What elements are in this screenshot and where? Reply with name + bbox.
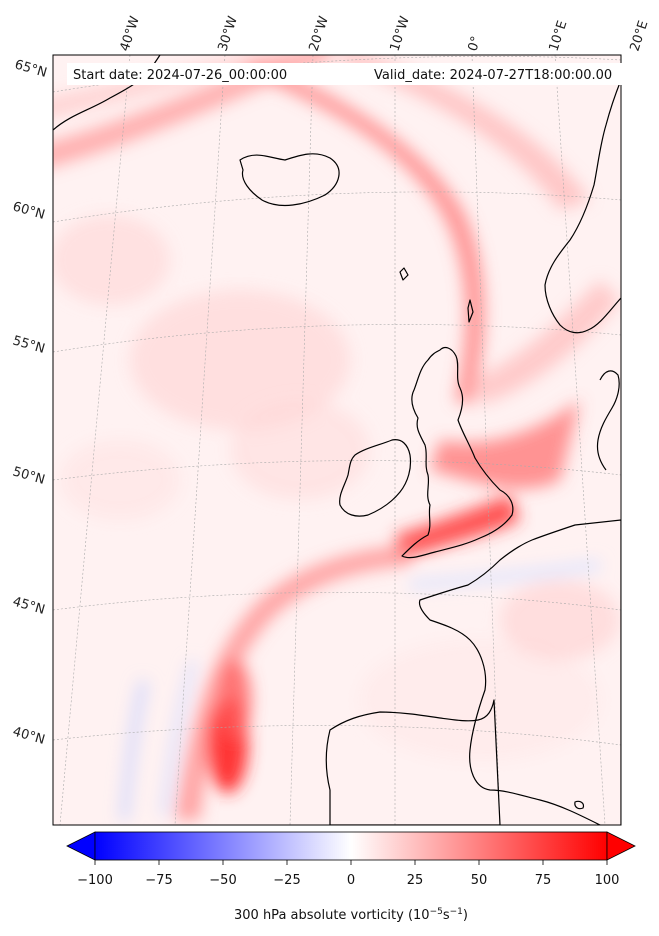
coastlines xyxy=(53,55,621,825)
colorbar-label: 300 hPa absolute vorticity (10−5s−1) xyxy=(234,907,468,923)
lat-label: 60°N xyxy=(11,199,47,222)
colorbar-tick-label: 25 xyxy=(407,873,424,888)
valid-date-label: Valid_date: 2024-07-27T18:00:00.00 xyxy=(374,68,612,83)
lon-label: 20°W xyxy=(307,14,332,53)
colorbar-ticks: −100 −75 −50 −25 0 25 50 75 100 xyxy=(77,860,619,888)
colorbar-tick-label: −25 xyxy=(273,873,300,888)
header-box xyxy=(67,63,633,85)
colorbar-tick-label: 50 xyxy=(471,873,488,888)
colorbar-tick-label: −50 xyxy=(209,873,236,888)
map-panel xyxy=(53,55,621,825)
lon-label: 10°E xyxy=(547,19,571,53)
lon-label: 20°E xyxy=(628,19,652,53)
latitude-labels: 65°N 60°N 55°N 50°N 45°N 40°N xyxy=(11,57,49,747)
start-date-label: Start date: 2024-07-26_00:00:00 xyxy=(73,68,287,83)
lat-label: 55°N xyxy=(11,333,47,356)
lon-label: 0° xyxy=(466,35,485,54)
colorbar-tick-label: 100 xyxy=(595,873,620,888)
lon-label: 40°W xyxy=(118,14,143,53)
colorbar-max-extend xyxy=(606,831,636,861)
colorbar-tick-label: −75 xyxy=(145,873,172,888)
colorbar-gradient xyxy=(94,831,608,861)
colorbar-min-extend xyxy=(66,831,96,861)
lon-label: 10°W xyxy=(388,14,413,53)
lat-label: 45°N xyxy=(11,594,47,617)
lat-label: 50°N xyxy=(11,464,47,487)
longitude-labels: 40°W 30°W 20°W 10°W 0° 10°E 20°E xyxy=(118,14,652,53)
lat-label: 40°N xyxy=(11,724,47,747)
map-frame xyxy=(52,54,622,826)
colorbar-tick-label: 75 xyxy=(535,873,552,888)
colorbar: −100 −75 −50 −25 0 25 50 75 100 300 hPa absolute… xyxy=(66,831,636,923)
colorbar-tick-label: 0 xyxy=(347,873,355,888)
lon-label: 30°W xyxy=(216,14,241,53)
colorbar-tick-label: −100 xyxy=(77,873,113,888)
lat-label: 65°N xyxy=(13,57,49,80)
